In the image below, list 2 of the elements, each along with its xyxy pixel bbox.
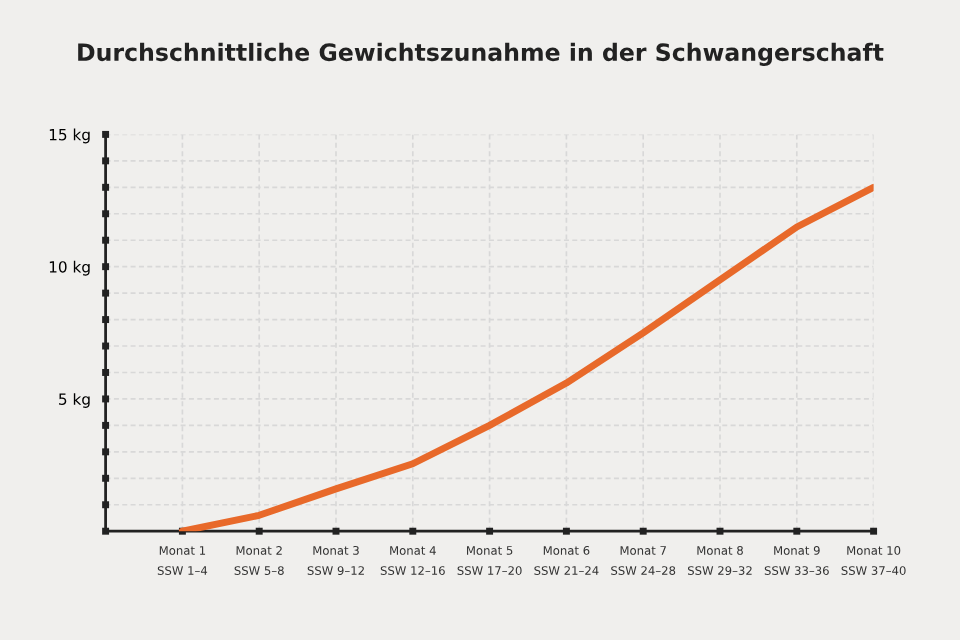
- chart-title: Durchschnittliche Gewichtszunahme in der Schwangerschaft: [78, 42, 884, 66]
- line-series: [178, 183, 874, 532]
